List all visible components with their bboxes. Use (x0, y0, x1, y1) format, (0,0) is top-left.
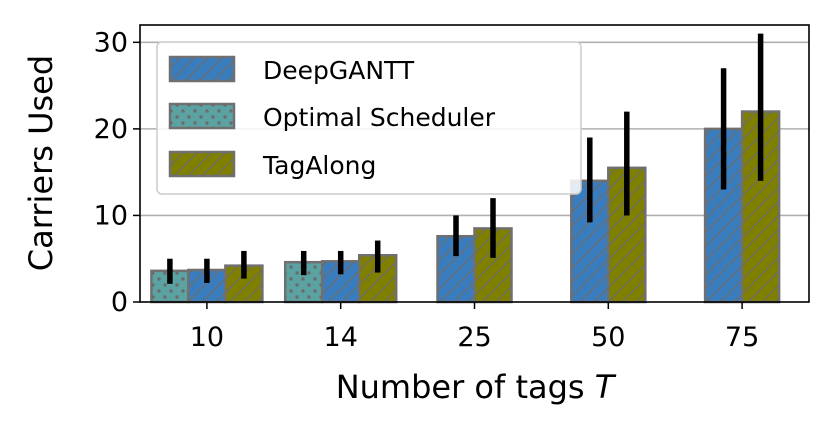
legend-box (156, 41, 582, 195)
x-tick-label-14: 14 (324, 322, 358, 353)
legend: DeepGANTT Optimal Scheduler TagAlong (156, 41, 582, 195)
y-tick-label-0: 0 (111, 287, 128, 318)
error-bars (167, 33, 764, 284)
y-tick-label-30: 30 (94, 27, 128, 58)
axis-ticks: 0 10 20 30 10 14 25 50 75 (94, 27, 760, 353)
x-tick-label-75: 75 (725, 322, 759, 353)
legend-swatch-tagalong-hatch (170, 152, 234, 176)
x-tick-label-50: 50 (591, 322, 625, 353)
legend-label-deepgantt: DeepGANTT (263, 56, 415, 85)
x-axis-label-text: Number of tags (336, 368, 585, 406)
y-tick-label-10: 10 (94, 200, 128, 231)
legend-label-optimal-scheduler: Optimal Scheduler (263, 103, 496, 132)
legend-swatch-deepgantt-hatch (170, 57, 234, 81)
x-tick-label-10: 10 (190, 322, 224, 353)
legend-swatch-optimal-scheduler-hatch (170, 104, 234, 128)
legend-label-tagalong: TagAlong (262, 151, 376, 180)
y-tick-label-20: 20 (94, 114, 128, 145)
x-tick-label-25: 25 (457, 322, 491, 353)
x-axis-label: Number of tags T (336, 368, 617, 406)
x-axis-label-variable: T (595, 368, 617, 406)
y-axis-label: Carriers Used (22, 55, 60, 271)
